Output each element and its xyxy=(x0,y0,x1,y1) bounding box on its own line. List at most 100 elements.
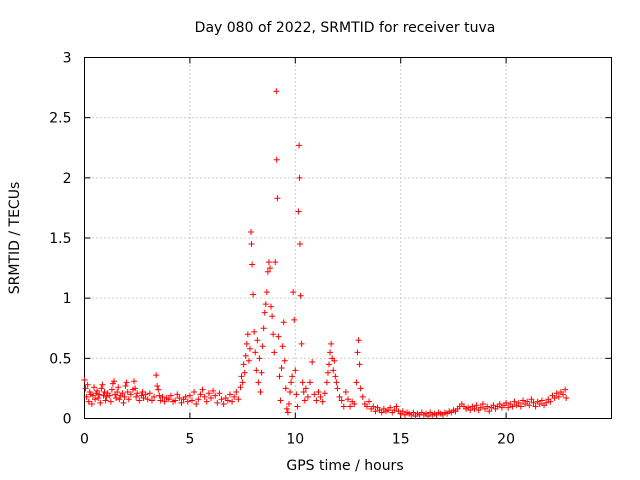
data-point xyxy=(263,289,270,296)
data-point xyxy=(291,316,298,323)
data-point xyxy=(111,378,118,385)
data-point xyxy=(342,389,349,396)
data-point xyxy=(251,328,258,335)
data-point xyxy=(224,397,231,404)
data-point xyxy=(116,396,123,403)
y-tick-label: 1 xyxy=(63,291,72,307)
data-point xyxy=(528,396,535,403)
data-point xyxy=(165,396,172,403)
data-point xyxy=(140,395,147,402)
data-point xyxy=(182,393,189,400)
x-tick-label: 20 xyxy=(497,432,515,448)
data-point xyxy=(238,373,245,380)
data-point xyxy=(317,393,324,400)
data-point xyxy=(254,337,261,344)
data-point xyxy=(538,397,545,404)
data-point xyxy=(338,397,345,404)
data-point xyxy=(121,393,128,400)
data-point xyxy=(220,401,227,408)
data-point xyxy=(292,367,299,374)
data-point xyxy=(90,384,97,391)
data-point xyxy=(315,389,322,396)
data-point xyxy=(333,379,340,386)
data-point xyxy=(119,390,126,397)
data-point xyxy=(296,142,303,149)
data-point xyxy=(277,397,284,404)
data-point xyxy=(484,403,491,410)
data-point xyxy=(259,343,266,350)
data-point xyxy=(351,401,358,408)
data-point xyxy=(273,156,280,163)
data-point xyxy=(115,384,122,391)
chart-title: Day 080 of 2022, SRMTID for receiver tuv… xyxy=(195,20,496,36)
grid-lines xyxy=(84,57,612,419)
data-point xyxy=(505,404,512,411)
data-point xyxy=(161,398,168,405)
data-point xyxy=(300,389,307,396)
data-point xyxy=(153,372,160,379)
data-point xyxy=(270,331,277,338)
data-point xyxy=(294,403,301,410)
data-point xyxy=(95,395,102,402)
data-point xyxy=(309,358,316,365)
data-point xyxy=(248,241,255,248)
data-point xyxy=(226,391,233,398)
data-point xyxy=(203,398,210,405)
x-axis-label: GPS time / hours xyxy=(286,458,403,474)
data-point xyxy=(354,349,361,356)
data-point xyxy=(399,408,406,415)
data-point xyxy=(201,393,208,400)
data-point xyxy=(479,401,486,408)
data-point xyxy=(127,391,134,398)
data-point xyxy=(257,389,264,396)
data-point xyxy=(471,405,478,412)
data-point xyxy=(370,403,377,410)
y-tick-label: 2.5 xyxy=(49,111,71,127)
data-point xyxy=(551,395,558,402)
data-point xyxy=(83,393,90,400)
x-tick-label: 15 xyxy=(392,432,410,448)
data-point xyxy=(210,387,217,394)
data-point xyxy=(356,361,363,368)
data-point xyxy=(280,319,287,326)
data-point xyxy=(543,399,550,406)
data-point xyxy=(363,403,370,410)
data-point xyxy=(324,369,331,376)
data-point xyxy=(239,379,246,386)
data-point xyxy=(174,391,181,398)
data-point xyxy=(134,390,141,397)
data-point xyxy=(136,397,143,404)
data-point xyxy=(261,309,268,316)
y-tick-label: 0.5 xyxy=(49,351,71,367)
data-point xyxy=(490,402,497,409)
data-point xyxy=(245,357,252,364)
data-point xyxy=(276,373,283,380)
data-point xyxy=(250,291,257,298)
data-point xyxy=(84,381,91,388)
data-point xyxy=(496,401,503,408)
data-point xyxy=(96,391,103,398)
data-point xyxy=(326,361,333,368)
data-point xyxy=(186,392,193,399)
data-point xyxy=(560,391,567,398)
data-point xyxy=(334,385,341,392)
data-point xyxy=(410,409,417,416)
data-points xyxy=(81,88,570,420)
data-point xyxy=(252,349,259,356)
data-point xyxy=(357,385,364,392)
data-point xyxy=(477,404,484,411)
y-tick-label: 3 xyxy=(63,51,72,67)
data-point xyxy=(114,389,121,396)
data-point xyxy=(526,402,533,409)
data-point xyxy=(167,392,174,399)
data-point xyxy=(85,398,92,405)
data-point xyxy=(264,268,271,275)
data-point xyxy=(553,390,560,397)
plot-border xyxy=(84,57,612,419)
data-point xyxy=(249,261,256,268)
data-point xyxy=(340,403,347,410)
data-point xyxy=(123,379,130,386)
data-point xyxy=(125,396,132,403)
data-point xyxy=(146,390,153,397)
data-point xyxy=(267,265,274,272)
